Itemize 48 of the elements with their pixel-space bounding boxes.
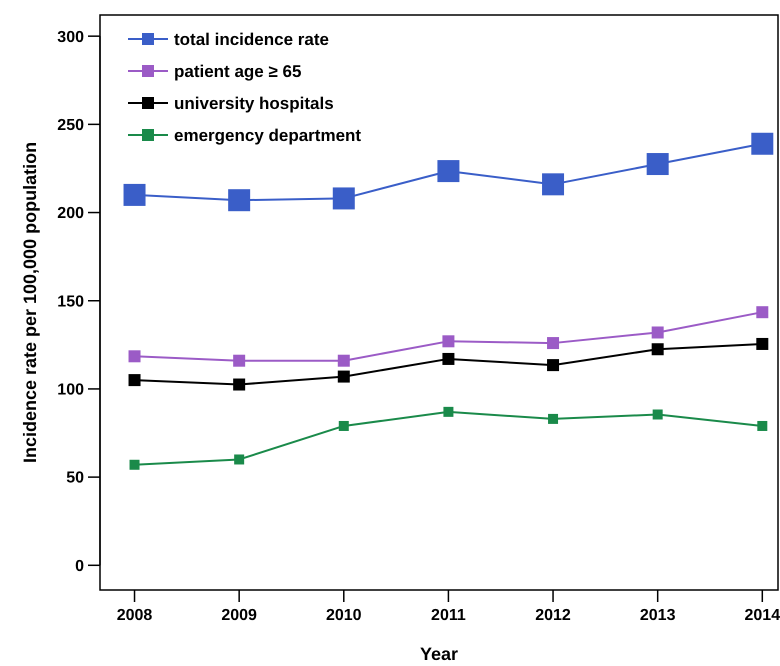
point — [443, 406, 454, 417]
point — [751, 132, 774, 155]
point — [652, 410, 663, 420]
point — [437, 160, 460, 182]
point — [228, 189, 250, 212]
point — [547, 359, 560, 372]
y-tick-label: 200 — [57, 205, 84, 222]
y-tick-label: 50 — [66, 470, 84, 487]
point — [233, 354, 246, 367]
legend-label: university hospitals — [174, 94, 334, 113]
point — [124, 184, 146, 206]
point — [332, 187, 355, 210]
y-tick-label: 300 — [57, 28, 84, 46]
legend-label: total incidence rate — [174, 30, 329, 49]
x-tick-label: 2013 — [640, 607, 676, 624]
x-tick-label: 2010 — [326, 607, 362, 624]
point — [128, 350, 141, 362]
x-tick-label: 2011 — [431, 607, 466, 624]
point — [442, 352, 454, 365]
legend-label: emergency department — [174, 126, 362, 145]
y-tick-label: 250 — [57, 116, 84, 134]
point — [757, 420, 768, 431]
x-tick-label: 2012 — [535, 607, 571, 624]
y-axis-title: Incidence rate per 100,000 population — [20, 142, 40, 464]
point — [547, 337, 560, 350]
y-tick-label: 100 — [57, 382, 84, 399]
point — [646, 153, 669, 176]
point — [548, 414, 558, 424]
x-tick-label: 2014 — [744, 607, 780, 624]
point — [652, 326, 664, 338]
point — [233, 378, 246, 391]
legend-label: patient age ≥ 65 — [174, 62, 302, 81]
x-tick-label: 2008 — [116, 607, 152, 624]
y-tick-label: 150 — [57, 293, 84, 310]
point — [234, 454, 244, 464]
point — [128, 374, 141, 386]
point — [756, 306, 768, 318]
x-axis-title: Year — [420, 644, 458, 664]
point — [338, 354, 350, 367]
x-tick-label: 2009 — [221, 607, 258, 624]
point — [542, 173, 564, 196]
point — [338, 370, 350, 383]
y-tick-label: 0 — [75, 558, 84, 575]
point — [130, 460, 140, 470]
point — [652, 343, 664, 356]
point — [756, 338, 768, 350]
point — [442, 335, 454, 348]
point — [338, 420, 349, 431]
